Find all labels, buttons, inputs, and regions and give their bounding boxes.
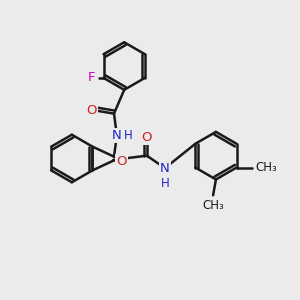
Text: O: O <box>116 155 127 168</box>
Text: N: N <box>112 129 122 142</box>
Text: CH₃: CH₃ <box>255 161 277 174</box>
Text: H: H <box>160 177 169 190</box>
Text: F: F <box>87 71 95 84</box>
Text: CH₃: CH₃ <box>202 199 224 212</box>
Text: H: H <box>124 129 133 142</box>
Text: O: O <box>86 104 97 117</box>
Text: O: O <box>142 131 152 144</box>
Text: N: N <box>160 162 170 175</box>
